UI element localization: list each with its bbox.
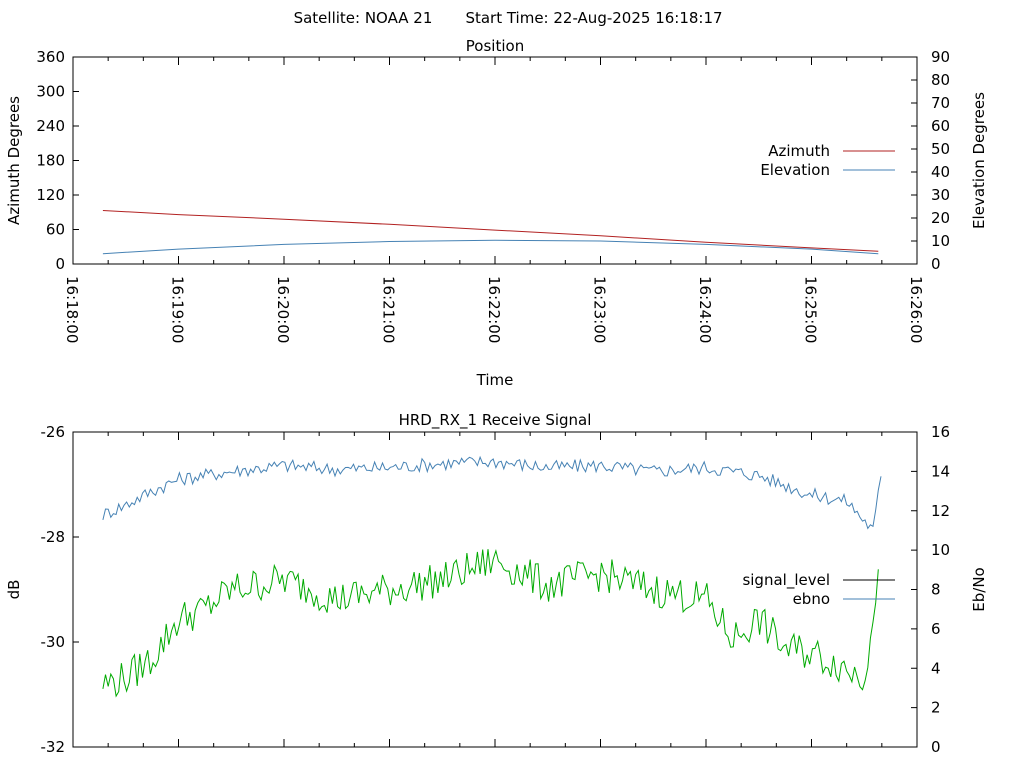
y2-tick-label: 14 bbox=[931, 462, 950, 480]
legend-label: Elevation bbox=[760, 161, 830, 179]
satellite-label: Satellite: NOAA 21 bbox=[294, 9, 433, 27]
y-tick-label: -28 bbox=[41, 528, 66, 546]
receive-signal-plot: HRD_RX_1 Receive Signal -32 -30 -28 -26 0 2 4 6 8… bbox=[5, 411, 988, 756]
elevation-series-line bbox=[102, 239, 879, 255]
y-tick-label: 180 bbox=[36, 152, 65, 170]
start-time-label: Start Time: 22-Aug-2025 16:18:17 bbox=[465, 9, 722, 27]
green-series-line bbox=[102, 548, 879, 698]
plot-frame bbox=[72, 431, 918, 748]
ebno-series-line bbox=[102, 455, 882, 530]
y2-axis-label: Eb/No bbox=[970, 567, 988, 611]
y-axis-label: Azimuth Degrees bbox=[5, 96, 23, 225]
y2-axis-label: Elevation Degrees bbox=[970, 92, 988, 229]
y2-tick-label: 0 bbox=[931, 255, 941, 273]
y2-tick-label: 30 bbox=[931, 186, 950, 204]
x-tick-label: 16:25:00 bbox=[802, 276, 820, 343]
y2-tick-label: 50 bbox=[931, 140, 950, 158]
x-axis-label: Time bbox=[476, 371, 514, 389]
x-tick-label: 16:22:00 bbox=[485, 276, 503, 343]
y2-tick-label: 40 bbox=[931, 163, 950, 181]
x-tick-label: 16:26:00 bbox=[907, 276, 925, 343]
y2-tick-label: 4 bbox=[931, 659, 941, 677]
y2-tick-label: 16 bbox=[931, 423, 950, 441]
azimuth-series-line bbox=[102, 210, 879, 252]
y2-tick-label: 10 bbox=[931, 541, 950, 559]
y-tick-label: 120 bbox=[36, 186, 65, 204]
x-tick-label: 16:20:00 bbox=[274, 276, 292, 343]
y-tick-label: 60 bbox=[46, 221, 65, 239]
y-tick-label: 360 bbox=[36, 48, 65, 66]
legend-label: signal_level bbox=[742, 571, 830, 590]
y2-tick-label: 0 bbox=[931, 738, 941, 756]
y-tick-label: -32 bbox=[41, 738, 66, 756]
x-tick-label: 16:18:00 bbox=[63, 276, 81, 343]
y2-tick-label: 20 bbox=[931, 209, 950, 227]
y2-tick-label: 8 bbox=[931, 581, 941, 599]
legend-label: Azimuth bbox=[768, 142, 830, 160]
y-tick-label: -30 bbox=[41, 633, 66, 651]
y-tick-label: 240 bbox=[36, 117, 65, 135]
x-tick-label: 16:19:00 bbox=[169, 276, 187, 343]
y2-tick-label: 10 bbox=[931, 232, 950, 250]
y2-tick-label: 80 bbox=[931, 71, 950, 89]
chart-title: Position bbox=[466, 37, 524, 55]
y2-tick-label: 60 bbox=[931, 117, 950, 135]
y2-tick-label: 6 bbox=[931, 620, 941, 638]
chart-title: HRD_RX_1 Receive Signal bbox=[399, 411, 592, 430]
position-plot: Position 0 60 120 180 240 300 360 0 10 20 30 40 50 60 7… bbox=[5, 37, 988, 389]
x-tick-label: 16:23:00 bbox=[591, 276, 609, 343]
y2-tick-label: 90 bbox=[931, 48, 950, 66]
x-tick-label: 16:21:00 bbox=[380, 276, 398, 343]
y-tick-label: 300 bbox=[36, 83, 65, 101]
y-axis-label: dB bbox=[5, 580, 23, 600]
y-tick-label: -26 bbox=[41, 423, 66, 441]
y2-tick-label: 70 bbox=[931, 94, 950, 112]
legend-label: ebno bbox=[793, 590, 830, 608]
x-tick-label: 16:24:00 bbox=[696, 276, 714, 343]
y2-tick-label: 2 bbox=[931, 699, 941, 717]
y2-tick-label: 12 bbox=[931, 502, 950, 520]
y-tick-label: 0 bbox=[55, 255, 65, 273]
